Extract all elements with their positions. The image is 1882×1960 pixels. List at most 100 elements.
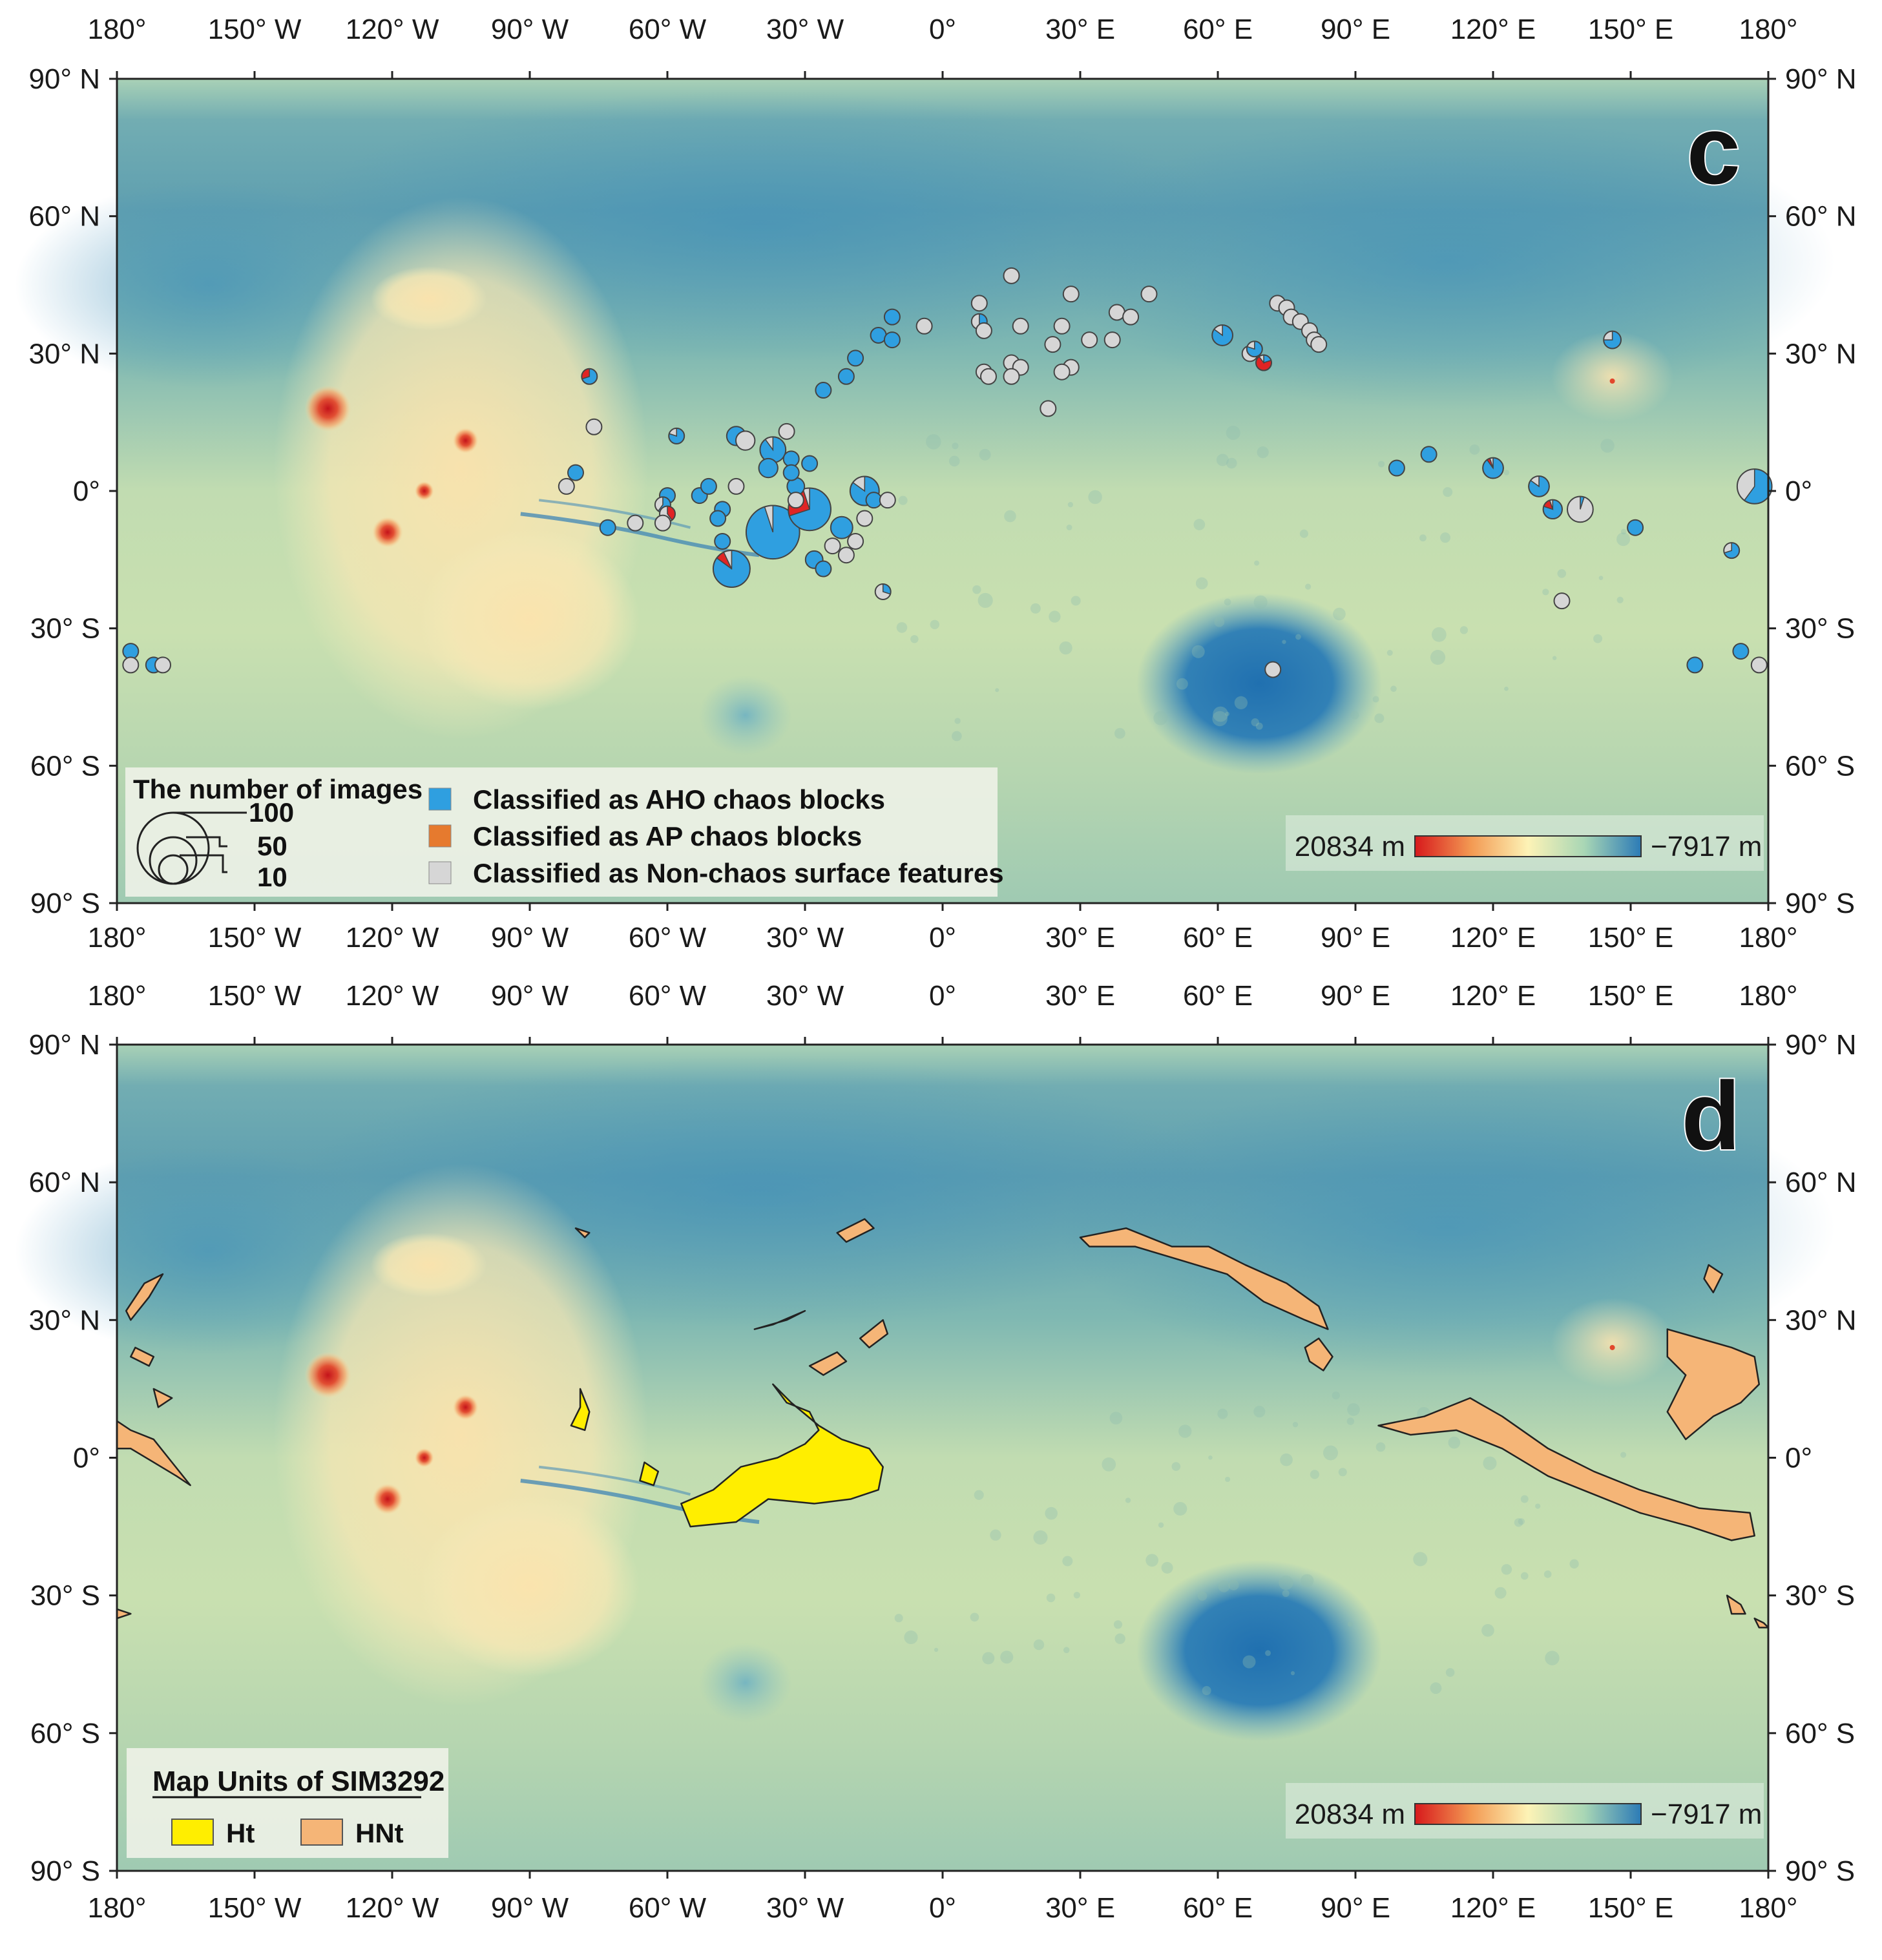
- crater: [1109, 1412, 1123, 1425]
- pie-marker: [668, 427, 685, 444]
- crater: [1338, 1468, 1347, 1477]
- valles-marineris-branch: [538, 499, 691, 529]
- map-unit-region: [859, 1319, 889, 1349]
- pie-marker: [1003, 267, 1020, 284]
- crater: [1431, 627, 1447, 642]
- crater: [1000, 1651, 1014, 1664]
- lat-label-right: 30° S: [1785, 1580, 1855, 1612]
- pie-marker: [1053, 317, 1071, 335]
- pie-outline: [712, 550, 751, 588]
- pie-slice: [847, 349, 864, 367]
- lon-label-bottom: 150° E: [1588, 1892, 1674, 1924]
- pie-slice: [837, 547, 855, 564]
- map-unit-region: [1377, 1397, 1755, 1541]
- pie-slice: [782, 464, 800, 481]
- lon-label-top: 120° W: [346, 14, 439, 45]
- elysium-rise: [1551, 1297, 1674, 1388]
- pie-marker: [1420, 446, 1438, 463]
- crater: [1301, 1574, 1314, 1587]
- lat-label-right: 60° S: [1785, 750, 1855, 782]
- crater: [1234, 696, 1248, 709]
- argyre-basin: [698, 675, 792, 756]
- map-unit-region: [836, 1218, 875, 1243]
- lon-label-top: 90° E: [1321, 980, 1390, 1012]
- crater: [1459, 626, 1469, 634]
- pie-marker: [1686, 656, 1704, 674]
- pie-slice: [122, 656, 140, 674]
- pie-outline: [849, 475, 880, 506]
- crater: [1073, 1592, 1081, 1599]
- crater: [1374, 713, 1385, 724]
- crater: [1520, 1495, 1529, 1503]
- pie-marker: [874, 583, 892, 600]
- crater: [1378, 461, 1385, 468]
- crater: [1062, 1556, 1073, 1567]
- lat-label-left: 90° S: [30, 888, 100, 919]
- pie-marker: [980, 368, 997, 385]
- pie-slice: [1012, 317, 1029, 335]
- crater: [1347, 1621, 1354, 1627]
- lon-label-bottom: 150° W: [208, 1892, 302, 1924]
- crater: [1045, 1506, 1058, 1520]
- pie-marker: [1528, 475, 1550, 497]
- pie-marker: [758, 457, 779, 479]
- solis-planum: [420, 1496, 640, 1677]
- crater: [1542, 589, 1549, 596]
- pie-slice: [154, 656, 171, 674]
- lat-label-left: 60° N: [28, 201, 100, 233]
- legend-category-label: Classified as AP chaos blocks: [473, 821, 862, 851]
- alba-mons: [370, 1233, 487, 1298]
- pie-outline: [1246, 340, 1263, 358]
- crater: [1253, 595, 1268, 609]
- pie-marker: [1044, 336, 1061, 353]
- pie-outline: [1528, 475, 1550, 497]
- crater: [1176, 678, 1188, 690]
- lat-label-right: 90° S: [1785, 888, 1855, 919]
- lon-label-top: 30° W: [766, 980, 844, 1012]
- legend-size-circle: [158, 854, 189, 885]
- map-unit-region: [639, 1461, 660, 1486]
- volcano: [414, 481, 434, 501]
- pie-marker: [1012, 317, 1029, 335]
- crater: [1208, 1455, 1213, 1460]
- lat-label-left: 30° N: [28, 338, 100, 370]
- pie-slice: [1062, 286, 1080, 303]
- crater: [1569, 1559, 1579, 1569]
- crater: [990, 1529, 1001, 1541]
- crater: [1255, 722, 1263, 730]
- pie-marker: [883, 308, 901, 326]
- pie-marker: [1482, 457, 1504, 479]
- crater: [1545, 1651, 1560, 1665]
- pie-slice: [815, 560, 832, 578]
- crater: [1033, 1530, 1048, 1545]
- legend-size-title: The number of images: [133, 774, 423, 804]
- lon-label-top: 180°: [1739, 14, 1797, 45]
- elevation-color-ramp: [1414, 1803, 1642, 1825]
- map-unit-region: [574, 1227, 591, 1238]
- crater: [1386, 650, 1393, 656]
- pie-marker: [581, 368, 598, 385]
- pie-marker: [1542, 499, 1563, 520]
- lon-label-top: 0°: [929, 14, 956, 45]
- crater: [1145, 1554, 1158, 1567]
- lon-label-bottom: 30° E: [1045, 1892, 1115, 1924]
- utopia-planitia: [1060, 113, 1835, 411]
- lon-label-top: 90° W: [491, 980, 569, 1012]
- pie-marker: [815, 560, 832, 578]
- crater: [896, 622, 908, 633]
- pie-marker: [1140, 286, 1158, 303]
- crater: [1114, 727, 1125, 739]
- pie-slice: [1003, 267, 1020, 284]
- lat-label-right: 30° S: [1785, 613, 1855, 645]
- lat-label-left: 90° N: [28, 1029, 100, 1061]
- pie-marker: [1003, 368, 1020, 385]
- pie-marker: [1553, 592, 1571, 610]
- pie-slice: [1264, 661, 1282, 678]
- map-unit-region: [808, 1351, 848, 1376]
- pie-outline: [1542, 499, 1563, 520]
- pie-slice: [727, 477, 745, 495]
- pie-slice: [1388, 459, 1405, 477]
- crater: [1593, 634, 1603, 643]
- pie-marker: [970, 295, 988, 312]
- legend-title: Map Units of SIM3292: [152, 1766, 444, 1797]
